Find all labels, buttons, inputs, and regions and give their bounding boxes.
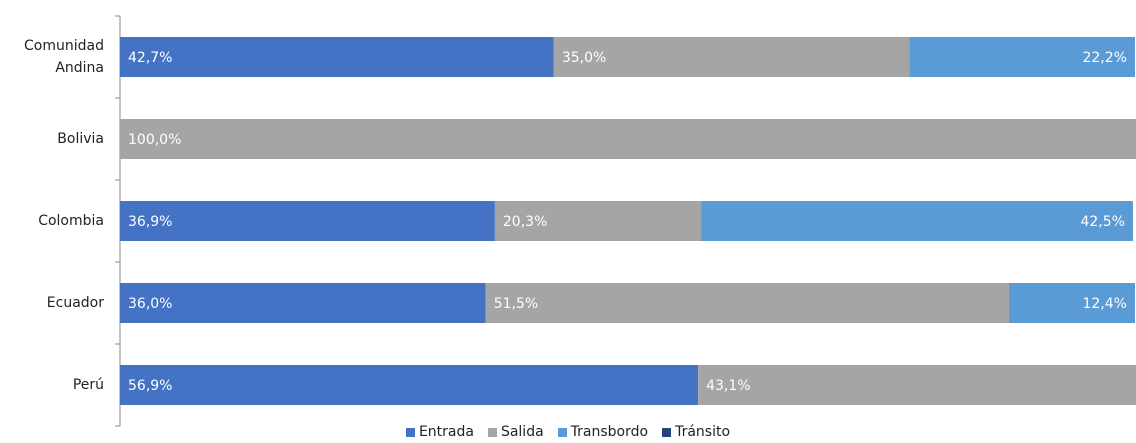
bar-segment [120, 119, 1136, 159]
legend-swatch [662, 427, 672, 437]
data-label: 36,9% [128, 214, 172, 230]
data-label: 51,5% [494, 296, 538, 312]
legend-label: Entrada [418, 424, 474, 440]
bar-segment [1009, 283, 1135, 323]
data-label: 35,0% [562, 50, 606, 66]
legend-item: Tránsito [662, 424, 730, 440]
legend-item: Transbordo [557, 424, 649, 440]
data-label: 12,4% [1082, 296, 1126, 312]
legend-swatch [405, 427, 415, 437]
legend-swatch [487, 427, 497, 437]
category-label: Comunidad Andina [24, 38, 104, 76]
legend-item: Salida [487, 424, 544, 440]
data-label: 42,5% [1080, 214, 1124, 230]
data-label: 56,9% [128, 378, 172, 394]
category-label: Bolivia [57, 131, 104, 147]
bar-segment [120, 283, 486, 323]
legend: Entrada Salida Transbordo Tránsito [0, 424, 1136, 440]
data-label: 20,3% [503, 214, 547, 230]
legend-label: Transbordo [570, 424, 649, 440]
bar-segment [494, 201, 702, 241]
bar-segment [485, 283, 1009, 323]
data-label: 36,0% [128, 296, 172, 312]
category-label: Ecuador [46, 295, 104, 311]
data-label: 100,0% [128, 132, 181, 148]
bar-segment [120, 365, 699, 405]
legend-swatch [557, 427, 567, 437]
data-label: 22,2% [1082, 50, 1126, 66]
legend-item: Entrada [405, 424, 474, 440]
category-label: Colombia [38, 213, 104, 229]
bar-segment [120, 201, 495, 241]
category-label: Perú [72, 377, 104, 393]
bar-segment [553, 37, 910, 77]
bar-segment [120, 37, 554, 77]
data-label: 42,7% [128, 50, 172, 66]
bar-segment [701, 201, 1133, 241]
bar-segment [698, 365, 1136, 405]
legend-label: Salida [500, 424, 544, 440]
legend-label: Tránsito [675, 424, 731, 440]
data-label: 43,1% [706, 378, 750, 394]
bar-segment [909, 37, 1135, 77]
